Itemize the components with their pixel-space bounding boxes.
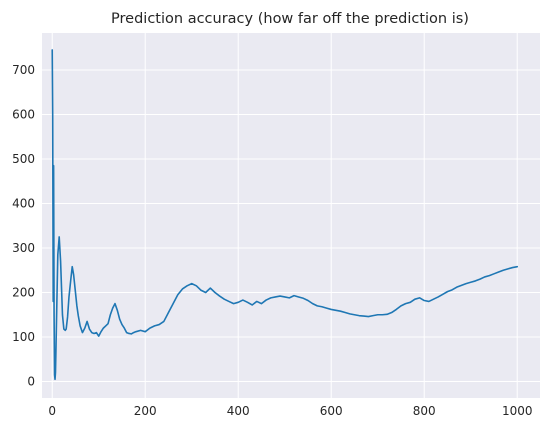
y-tick-label: 0 xyxy=(27,375,35,389)
y-tick-label: 300 xyxy=(12,241,35,255)
y-tick-label: 700 xyxy=(12,63,35,77)
y-tick-label: 500 xyxy=(12,152,35,166)
y-tick-label: 200 xyxy=(12,286,35,300)
chart-title: Prediction accuracy (how far off the pre… xyxy=(111,11,469,27)
x-tick-label: 800 xyxy=(413,404,436,418)
x-tick-label: 400 xyxy=(227,404,250,418)
x-tick-label: 200 xyxy=(134,404,157,418)
y-tick-label: 100 xyxy=(12,330,35,344)
x-axis-ticks: 0 200 400 600 800 1000 xyxy=(48,404,532,418)
y-axis-ticks: 0 100 200 300 400 500 600 700 xyxy=(12,63,35,389)
plot-area xyxy=(42,33,540,398)
y-tick-label: 400 xyxy=(12,196,35,210)
x-tick-label: 0 xyxy=(48,404,56,418)
grid xyxy=(42,33,540,398)
series-group xyxy=(51,49,519,381)
series-line-0 xyxy=(51,49,519,381)
y-tick-label: 600 xyxy=(12,107,35,121)
x-tick-label: 1000 xyxy=(502,404,533,418)
x-tick-label: 600 xyxy=(320,404,343,418)
